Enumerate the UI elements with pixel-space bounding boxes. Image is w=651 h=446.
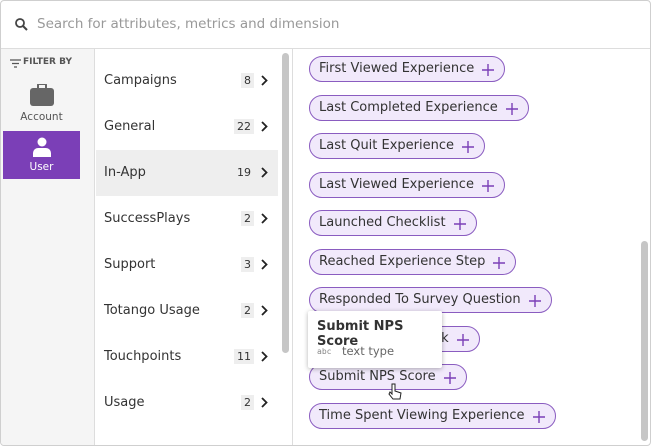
category-name: Usage (104, 395, 145, 410)
category-row[interactable]: Usage 2 (96, 380, 278, 426)
chip-label: Last Quit Experience (319, 138, 455, 153)
category-name: General (104, 119, 156, 134)
filter-label: FILTER BY (23, 57, 72, 67)
plus-icon (532, 410, 545, 423)
scrollbar[interactable] (641, 241, 648, 441)
chip-label: Responded To Survey Question (319, 292, 521, 307)
category-row[interactable]: Campaigns 8 (96, 58, 278, 104)
chevron (261, 213, 268, 224)
tooltip: Submit NPS Score abc text type (308, 311, 442, 368)
category-count: 11 (234, 349, 254, 364)
sidebar-item-selected[interactable]: User (3, 131, 80, 179)
chevron (261, 121, 268, 132)
chip-label: Last Completed Experience (319, 99, 498, 115)
search-placeholder: Search for attributes, metrics and dimen… (37, 16, 340, 32)
chip-label: First Viewed Experience (319, 61, 475, 76)
type-label: text type (342, 344, 395, 358)
plus-icon (528, 295, 541, 307)
category-row[interactable]: Totango Usage 2 (96, 288, 278, 334)
category-count: 19 (234, 165, 254, 180)
search-bar[interactable]: Search for attributes, metrics and dimen… (1, 1, 650, 49)
scrollbar[interactable] (282, 53, 289, 353)
category-list: Campaigns 8 General 22 In-App 19 SuccessPlays 2… (96, 49, 293, 445)
plus-icon (482, 64, 495, 76)
plus-icon (505, 102, 518, 115)
user-icon (33, 137, 51, 157)
category-count: 2 (241, 395, 254, 410)
attribute-chip[interactable]: Last Completed Experience (309, 94, 529, 121)
plus-icon (493, 256, 506, 269)
chevron (261, 305, 268, 316)
category-count: 22 (234, 119, 254, 134)
sidebar-label: Account (20, 111, 63, 123)
category-name: SuccessPlays (104, 211, 191, 226)
chip-label: Launched Checklist (319, 215, 446, 230)
sidebar-item[interactable]: Account (3, 81, 80, 129)
account-icon (30, 84, 54, 106)
sidebar-label: User (29, 161, 54, 173)
category-row[interactable]: SuccessPlays 2 (96, 196, 278, 242)
category-count: 3 (241, 257, 254, 272)
sidebar: FILTER BY Account User (1, 49, 95, 445)
plus-icon (481, 179, 494, 192)
tooltip-title: Submit NPS Score (317, 319, 404, 349)
plus-icon (453, 218, 466, 230)
category-name: Totango Usage (104, 303, 200, 318)
attribute-chip[interactable]: Responded To Survey Question (309, 287, 552, 313)
chevron (261, 351, 268, 362)
category-row[interactable]: Support 3 (96, 242, 278, 288)
chip-label: Submit NPS Score (319, 369, 436, 384)
attribute-chip[interactable]: Time Spent Viewing Experience (309, 402, 556, 429)
category-name: Touchpoints (104, 349, 182, 364)
category-row[interactable]: In-App 19 (96, 150, 278, 196)
chip-label: Time Spent Viewing Experience (319, 407, 525, 423)
attribute-chip[interactable]: Last Quit Experience (309, 133, 486, 159)
attribute-chip[interactable]: Last Viewed Experience (309, 171, 505, 198)
filter-icon (10, 59, 21, 68)
chevron (261, 167, 268, 178)
cursor (388, 383, 402, 400)
chip-label: Last Viewed Experience (319, 176, 474, 192)
attribute-chip[interactable]: Reached Experience Step (309, 248, 517, 275)
chevron (261, 259, 268, 270)
category-name: In-App (104, 165, 146, 180)
plus-icon (462, 141, 475, 153)
plus-icon (443, 372, 456, 384)
category-count: 2 (241, 211, 254, 226)
category-count: 8 (241, 73, 254, 88)
attribute-chip[interactable]: Launched Checklist (309, 210, 477, 236)
category-row[interactable]: General 22 (96, 104, 278, 150)
category-name: Campaigns (104, 73, 177, 88)
search-icon (15, 18, 28, 31)
type-code: abc (317, 347, 332, 356)
category-row[interactable]: Touchpoints 11 (96, 334, 278, 380)
chevron (261, 75, 268, 86)
chip-label: Reached Experience Step (319, 253, 486, 269)
chevron (261, 397, 268, 408)
category-name: Support (104, 257, 156, 272)
plus-icon (456, 333, 469, 346)
attribute-chip[interactable]: First Viewed Experience (309, 56, 506, 82)
category-count: 2 (241, 303, 254, 318)
